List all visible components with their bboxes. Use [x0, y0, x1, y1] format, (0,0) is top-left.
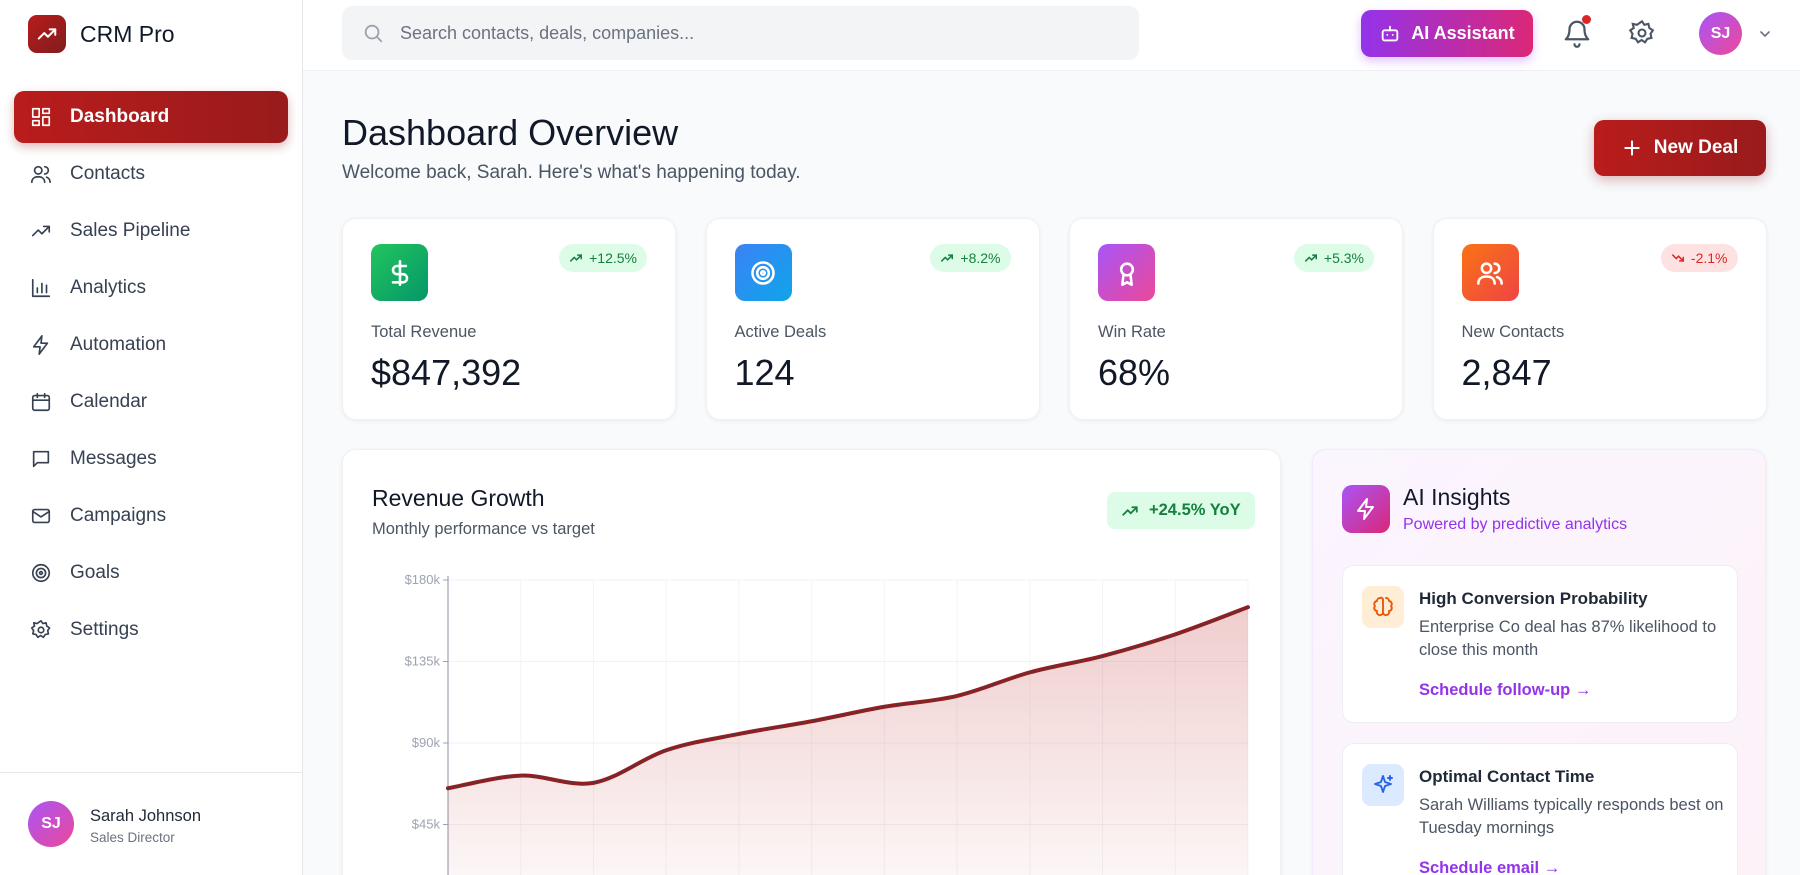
insight-icon	[1362, 586, 1404, 628]
trend-label: +12.5%	[589, 250, 637, 266]
insights-icon	[1342, 485, 1390, 533]
stat-icon	[1461, 244, 1519, 301]
stat-icon	[371, 244, 428, 301]
ai-assistant-button[interactable]: AI Assistant	[1361, 10, 1533, 57]
insight-action[interactable]: Schedule follow-up →	[1419, 681, 1592, 699]
insight-text: Enterprise Co deal has 87% likelihood to…	[1419, 618, 1717, 659]
nav-label: Analytics	[70, 277, 147, 298]
insight-card: Optimal Contact Time Sarah Williams typic…	[1342, 743, 1738, 875]
stat-value: 68%	[1098, 352, 1171, 393]
page-title: Dashboard Overview	[342, 112, 679, 153]
trend-badge: -2.1%	[1660, 244, 1738, 272]
nav-label: Goals	[70, 562, 120, 583]
insights-title: AI Insights	[1403, 484, 1511, 510]
chart-subtitle: Monthly performance vs target	[372, 520, 595, 538]
nav-label: Automation	[70, 334, 167, 355]
new-deal-button[interactable]: New Deal	[1594, 120, 1766, 176]
nav-label: Contacts	[70, 163, 145, 184]
insight-action[interactable]: Schedule email →	[1419, 859, 1561, 875]
nav-item[interactable]: Contacts	[14, 148, 288, 200]
nav-label: Calendar	[70, 391, 148, 412]
revenue-area	[448, 607, 1248, 875]
stat-label: Active Deals	[734, 323, 827, 341]
app-name: CRM Pro	[80, 21, 175, 47]
search-placeholder: Search contacts, deals, companies...	[400, 22, 695, 43]
insight-title: Optimal Contact Time	[1419, 767, 1595, 786]
nav-item[interactable]: Dashboard	[14, 91, 288, 143]
insight-title: High Conversion Probability	[1419, 589, 1648, 608]
nav-item[interactable]: Analytics	[14, 262, 288, 314]
insight-icon	[1362, 764, 1404, 806]
nav-label: Campaigns	[70, 505, 167, 526]
nav-label: Dashboard	[70, 106, 170, 127]
nav-item[interactable]: Goals	[14, 547, 288, 599]
yoy-label: +24.5% YoY	[1149, 501, 1241, 519]
stat-value: $847,392	[371, 352, 522, 393]
user-role: Sales Director	[90, 830, 175, 845]
settings-button[interactable]	[1628, 19, 1656, 52]
insight-card: High Conversion Probability Enterprise Co…	[1342, 565, 1738, 723]
stat-label: New Contacts	[1461, 323, 1565, 341]
revenue-line-dash	[447, 606, 1249, 790]
stat-label: Total Revenue	[371, 323, 477, 341]
chart-card: Revenue Growth Monthly performance vs ta…	[342, 449, 1281, 875]
y-tick-label: $135k	[405, 654, 441, 669]
nav-item[interactable]: Calendar	[14, 376, 288, 428]
stat-value: 124	[734, 352, 795, 393]
nav-label: Settings	[70, 619, 139, 640]
logo-icon	[28, 15, 66, 53]
trend-label: +5.3%	[1323, 250, 1364, 266]
nav-label: Sales Pipeline	[70, 220, 191, 241]
insight-text: Sarah Williams typically responds best o…	[1419, 796, 1724, 837]
notifications-button[interactable]	[1562, 15, 1592, 53]
chart-title: Revenue Growth	[372, 485, 545, 511]
stat-card: -2.1% New Contacts 2,847	[1432, 218, 1767, 420]
y-tick-label: $180k	[405, 572, 441, 587]
stat-value: 2,847	[1461, 352, 1552, 393]
stat-icon	[1098, 244, 1155, 301]
stat-card: +12.5% Total Revenue $847,392	[342, 218, 676, 420]
nav-label: Messages	[70, 448, 157, 469]
new-deal-label: New Deal	[1653, 137, 1739, 158]
sidebar: CRM Pro Dashboard Contacts Sales Pipeline A…	[0, 0, 303, 875]
nav-item[interactable]: Campaigns	[14, 490, 288, 542]
trend-label: -2.1%	[1690, 250, 1728, 266]
y-tick-label: $45k	[412, 817, 441, 832]
stat-icon	[734, 244, 792, 301]
trend-badge: +12.5%	[559, 244, 647, 272]
user-avatar[interactable]: SJ	[28, 801, 74, 847]
profile-menu-chevron[interactable]	[1757, 26, 1773, 47]
ai-assistant-label: AI Assistant	[1411, 23, 1515, 43]
divider	[0, 772, 303, 773]
search-box[interactable]: Search contacts, deals, companies...	[342, 6, 1139, 60]
nav-item[interactable]: Automation	[14, 319, 288, 371]
stat-card: +8.2% Active Deals 124	[705, 218, 1040, 420]
nav-item[interactable]: Settings	[14, 604, 288, 656]
stat-card: +5.3% Win Rate 68%	[1069, 218, 1403, 420]
nav-item[interactable]: Messages	[14, 433, 288, 485]
topbar: Search contacts, deals, companies... AI …	[303, 0, 1800, 71]
nav-item[interactable]: Sales Pipeline	[14, 205, 288, 257]
trend-badge: +5.3%	[1293, 244, 1374, 272]
header-avatar[interactable]: SJ	[1699, 12, 1742, 55]
revenue-chart: $45k $90k $135k $180k	[405, 572, 1250, 875]
trend-badge: +8.2%	[930, 244, 1011, 272]
trend-label: +8.2%	[960, 250, 1001, 266]
y-tick-label: $90k	[412, 735, 441, 750]
yoy-badge: +24.5% YoY	[1107, 492, 1255, 529]
user-name: Sarah Johnson	[90, 807, 201, 825]
page-subtitle: Welcome back, Sarah. Here's what's happe…	[342, 162, 801, 183]
insights-subtitle: Powered by predictive analytics	[1403, 516, 1628, 533]
ai-insights-card: AI Insights Powered by predictive analyt…	[1312, 449, 1766, 875]
stat-label: Win Rate	[1098, 323, 1166, 341]
